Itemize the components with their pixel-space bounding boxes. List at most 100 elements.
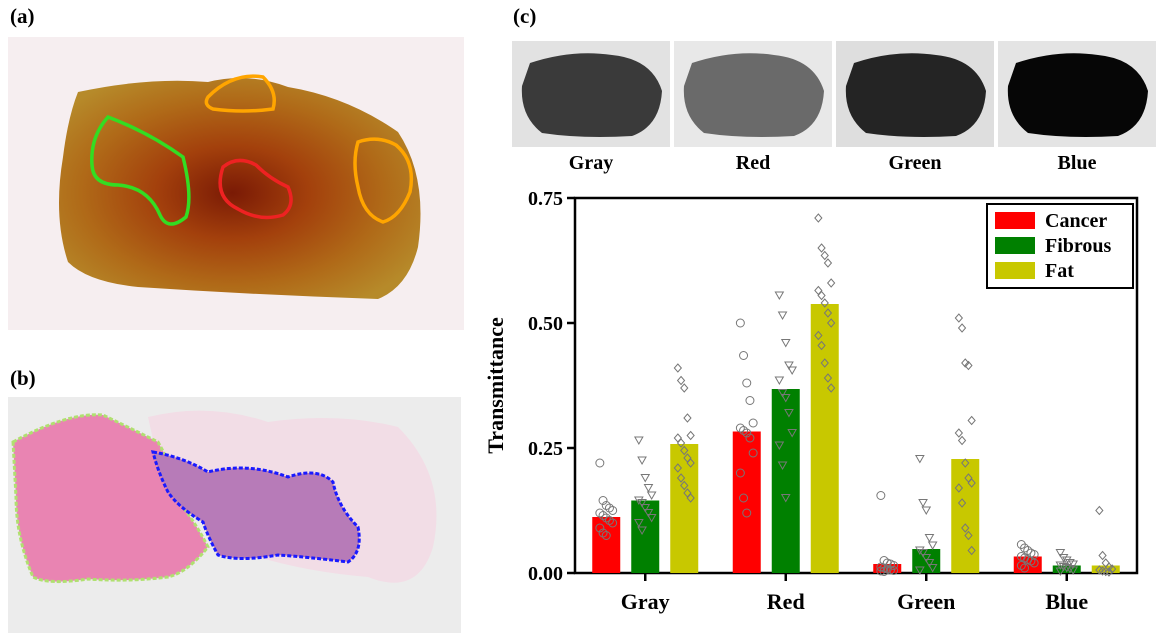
data-point: [745, 396, 755, 405]
data-point: [643, 509, 654, 518]
legend-swatch: [995, 237, 1035, 254]
plot-frame: [573, 196, 1139, 575]
data-point: [1068, 566, 1079, 576]
data-point: [742, 378, 752, 388]
data-point: [924, 559, 935, 568]
data-point: [826, 383, 836, 393]
data-point: [787, 429, 798, 438]
channel-label-gray: Gray: [568, 152, 614, 174]
data-point: [1104, 567, 1114, 577]
data-point: [924, 534, 935, 543]
data-point: [780, 494, 791, 503]
data-point: [954, 428, 964, 438]
data-point: [739, 426, 749, 435]
data-point: [1023, 546, 1033, 555]
data-point: [1095, 505, 1104, 516]
data-point: [820, 298, 829, 308]
bar: [732, 431, 761, 573]
data-point: [637, 456, 647, 466]
data-point: [676, 473, 686, 483]
panel-a-label: (a): [10, 4, 35, 28]
data-point: [1055, 549, 1066, 558]
data-point: [1058, 554, 1069, 563]
data-point: [967, 478, 976, 488]
data-point: [748, 448, 758, 458]
data-point: [914, 566, 925, 576]
data-point: [1055, 567, 1066, 577]
channel-image-gray: [512, 41, 670, 147]
data-point: [601, 531, 611, 540]
data-point: [598, 511, 608, 520]
data-point: [957, 498, 967, 508]
data-point: [1020, 543, 1030, 553]
data-point: [646, 491, 657, 501]
data-point: [774, 441, 785, 451]
data-point: [739, 493, 749, 503]
data-point: [817, 243, 826, 253]
legend-label: Cancer: [1045, 210, 1107, 232]
data-point: [595, 458, 605, 468]
data-point: [598, 496, 608, 505]
data-point: [601, 513, 611, 523]
data-point: [918, 499, 928, 508]
data-point: [683, 413, 692, 423]
data-point: [817, 340, 826, 351]
data-point: [673, 363, 683, 373]
data-point: [742, 428, 752, 438]
y-tick-label: 0.75: [528, 188, 563, 210]
data-point: [777, 389, 788, 398]
legend-swatch: [995, 212, 1035, 229]
data-point: [640, 474, 651, 483]
data-point: [914, 455, 925, 464]
panel-b-label: (b): [10, 366, 36, 390]
data-point: [686, 493, 695, 503]
data-point: [927, 564, 938, 573]
y-tick-label: 0.25: [528, 438, 563, 460]
data-point: [967, 415, 976, 426]
data-point: [787, 366, 798, 376]
data-point: [686, 430, 695, 441]
data-point: [676, 438, 686, 448]
x-tick-label: Gray: [621, 589, 670, 614]
data-point: [640, 504, 651, 513]
data-point: [889, 566, 899, 575]
channel-image-red: [674, 41, 832, 147]
data-point: [964, 530, 973, 541]
data-point: [817, 290, 826, 301]
data-point: [680, 445, 689, 456]
data-point: [1016, 561, 1026, 570]
data-point: [774, 291, 785, 301]
data-point: [1101, 566, 1110, 577]
data-point: [876, 491, 886, 500]
data-point: [598, 528, 608, 538]
data-point: [814, 285, 823, 296]
data-point: [735, 468, 745, 478]
data-point: [676, 375, 686, 386]
data-point: [784, 409, 794, 418]
y-tick-label: 0.50: [528, 313, 563, 335]
data-point: [826, 318, 836, 328]
data-point: [742, 508, 752, 518]
bar: [1091, 565, 1120, 573]
data-point: [735, 318, 745, 328]
bar: [631, 500, 660, 573]
data-point: [748, 418, 758, 428]
data-point: [595, 508, 605, 518]
data-point: [780, 339, 791, 348]
data-point: [918, 549, 928, 558]
bar: [810, 304, 839, 573]
channel-label-green: Green: [888, 152, 942, 174]
channel-image-blue: [998, 41, 1156, 147]
channel-label-red: Red: [735, 152, 771, 174]
data-point: [820, 250, 829, 261]
data-point: [823, 308, 833, 318]
data-point: [608, 518, 618, 528]
fibrous-region-outline: [90, 114, 191, 226]
data-point: [604, 516, 614, 525]
legend-label: Fat: [1045, 260, 1074, 282]
data-point: [601, 501, 611, 510]
data-point: [777, 311, 788, 321]
data-point: [961, 358, 970, 368]
data-point: [964, 360, 973, 371]
tissue-specimen: [59, 78, 421, 299]
